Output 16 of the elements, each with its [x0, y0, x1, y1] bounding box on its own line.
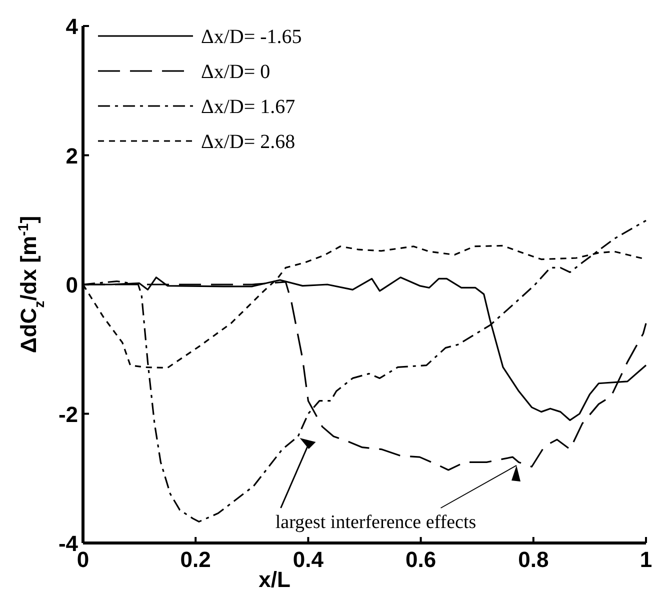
- y-tick-label: 0: [66, 272, 78, 298]
- y-tick-label: -2: [58, 402, 78, 427]
- legend-label: Δx/D= 2.68: [201, 131, 296, 153]
- y-tick-label: 2: [66, 143, 78, 168]
- x-tick-label: 1: [640, 547, 652, 572]
- x-tick-label: 0.8: [518, 547, 549, 572]
- x-tick-label: 0.4: [292, 547, 324, 572]
- x-axis-title: x/L: [258, 567, 290, 592]
- legend-label: Δx/D= 0: [201, 61, 270, 83]
- annotation: largest interference effects: [275, 512, 476, 533]
- y-tick-label: 4: [66, 14, 79, 39]
- x-tick-label: 0.2: [180, 547, 211, 572]
- y-tick-label: -4: [58, 531, 79, 556]
- legend-label: Δx/D= -1.65: [201, 26, 302, 48]
- legend-label: Δx/D= 1.67: [201, 96, 296, 118]
- x-tick-label: 0.6: [406, 547, 436, 572]
